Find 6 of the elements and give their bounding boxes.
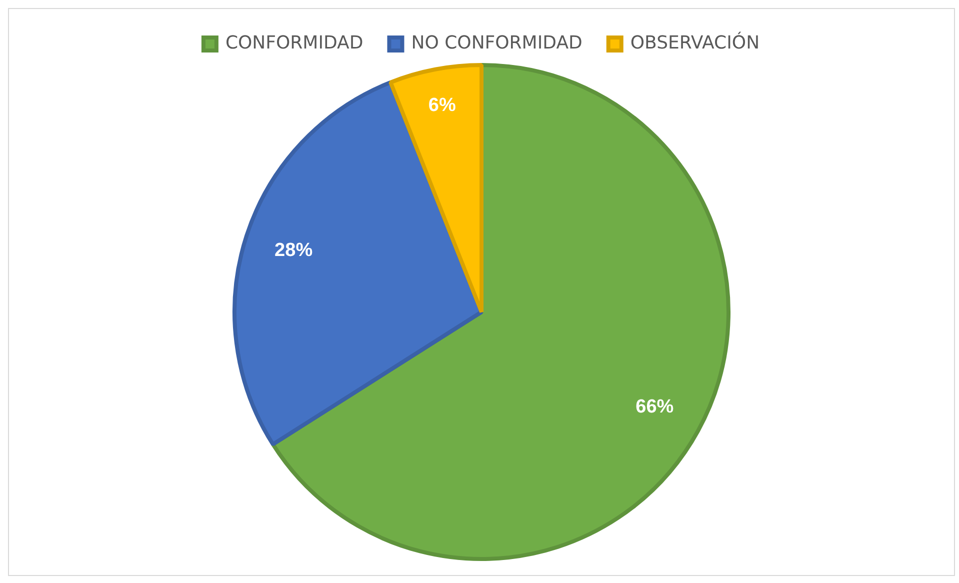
legend-label: OBSERVACIÓN: [630, 32, 760, 54]
data-label: 66%: [636, 396, 674, 418]
legend-label: NO CONFORMIDAD: [411, 32, 582, 54]
data-label: 28%: [274, 240, 313, 262]
legend-label: CONFORMIDAD: [225, 32, 364, 54]
data-label: 6%: [428, 95, 456, 116]
